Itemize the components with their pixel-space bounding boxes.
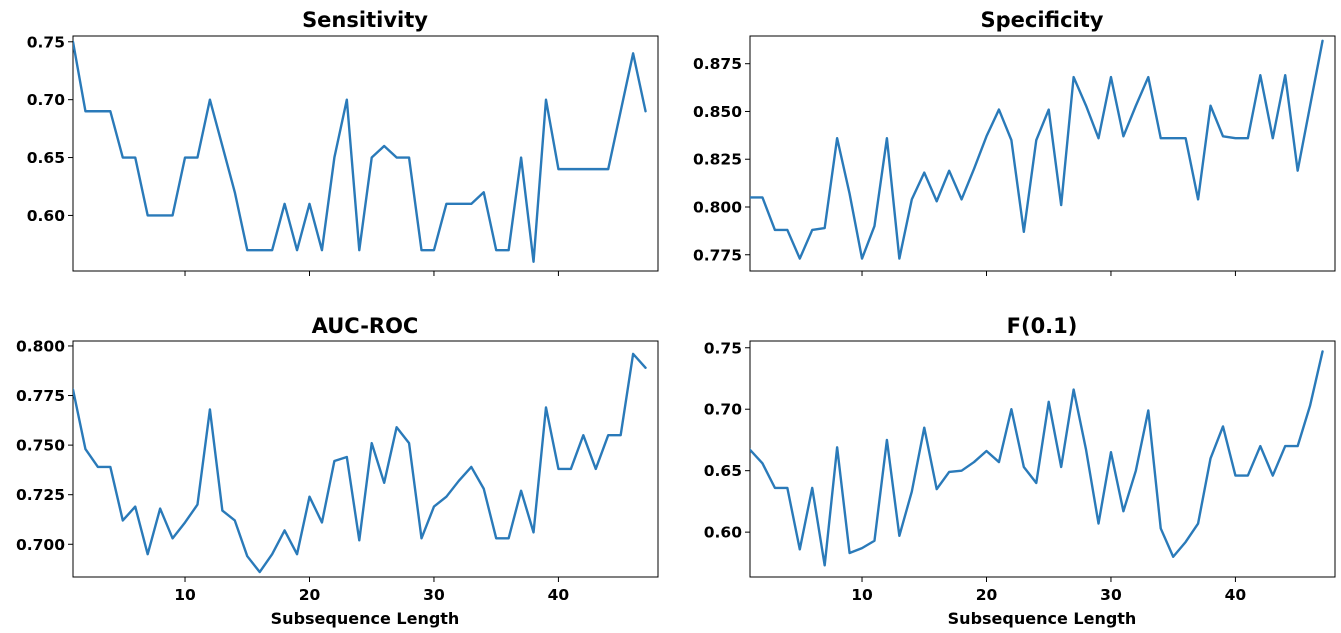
x-tick-label: 10 <box>174 586 196 604</box>
chart-title: Sensitivity <box>302 8 428 32</box>
y-tick-label: 0.775 <box>16 387 65 405</box>
x-axis-label: Subsequence Length <box>948 609 1137 628</box>
y-axis: 0.60 0.65 0.70 0.75 <box>704 339 750 541</box>
x-tick-label: 40 <box>548 586 570 604</box>
x-tick-label: 10 <box>851 586 873 604</box>
y-tick-label: 0.75 <box>704 339 742 357</box>
y-tick-label: 0.875 <box>693 55 742 73</box>
panel-sensitivity: Sensitivity 0.60 0.65 0.70 0.75 <box>27 8 658 276</box>
y-axis: 0.700 0.725 0.750 0.775 0.800 <box>16 337 73 553</box>
x-axis-label: Subsequence Length <box>271 609 460 628</box>
y-tick-label: 0.70 <box>704 401 742 419</box>
y-tick-label: 0.700 <box>16 536 65 554</box>
plot-frame <box>750 36 1335 271</box>
x-axis: 10 20 30 40 <box>174 577 569 604</box>
panel-f01: F(0.1) 10 20 30 40 0.60 0.65 0.70 0.75 Subsequ… <box>704 314 1335 628</box>
series-line <box>750 351 1323 565</box>
y-tick-label: 0.60 <box>704 524 742 542</box>
plot-frame <box>73 341 658 577</box>
series-line <box>750 41 1323 259</box>
y-tick-label: 0.70 <box>27 91 65 109</box>
y-tick-label: 0.60 <box>27 207 65 225</box>
x-axis: 10 20 30 40 <box>851 577 1246 604</box>
y-tick-label: 0.750 <box>16 437 65 455</box>
x-tick-label: 30 <box>1100 586 1122 604</box>
x-axis <box>185 271 558 276</box>
y-axis: 0.775 0.800 0.825 0.850 0.875 <box>693 55 750 264</box>
y-tick-label: 0.65 <box>704 462 742 480</box>
chart-title: Specificity <box>981 8 1104 32</box>
y-tick-label: 0.800 <box>16 337 65 355</box>
x-tick-label: 40 <box>1225 586 1247 604</box>
x-axis <box>862 271 1235 276</box>
y-tick-label: 0.725 <box>16 486 65 504</box>
panel-specificity: Specificity 0.775 0.800 0.825 0.850 0.875 <box>693 8 1335 276</box>
y-tick-label: 0.65 <box>27 149 65 167</box>
chart-title: AUC-ROC <box>312 314 419 338</box>
x-tick-label: 20 <box>976 586 998 604</box>
panel-auc-roc: AUC-ROC 10 20 30 40 0.700 0.725 0.750 0.775 0.8… <box>16 314 658 628</box>
y-tick-label: 0.850 <box>693 103 742 121</box>
y-tick-label: 0.825 <box>693 151 742 169</box>
series-line <box>73 42 646 262</box>
plot-frame <box>73 36 658 271</box>
x-tick-label: 20 <box>299 586 321 604</box>
x-tick-label: 30 <box>423 586 445 604</box>
y-tick-label: 0.800 <box>693 198 742 216</box>
y-tick-label: 0.75 <box>27 33 65 51</box>
chart-title: F(0.1) <box>1007 314 1078 338</box>
y-tick-label: 0.775 <box>693 246 742 264</box>
y-axis: 0.60 0.65 0.70 0.75 <box>27 33 73 225</box>
series-line <box>73 354 646 572</box>
